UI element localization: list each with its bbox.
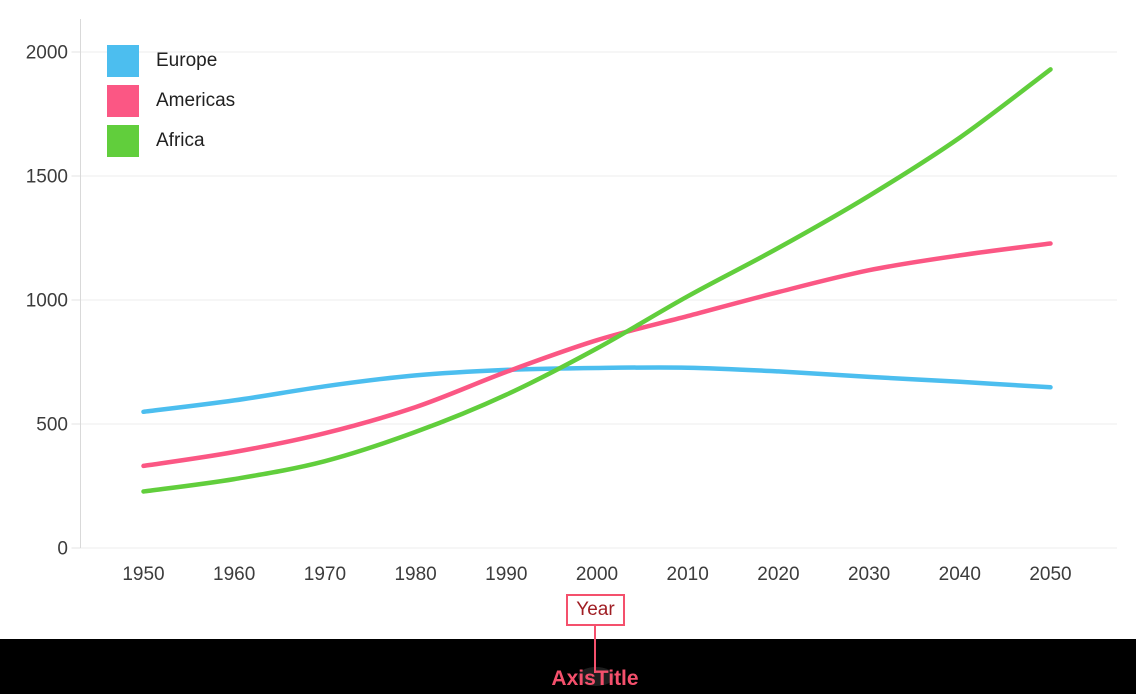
x-tick-label: 1960 — [213, 564, 255, 585]
overlay-node-marker — [578, 667, 614, 686]
legend-swatch-icon — [107, 85, 139, 117]
x-axis-title: Year — [576, 599, 615, 620]
x-tick-label: 2020 — [757, 564, 799, 585]
x-tick-label: 2000 — [576, 564, 618, 585]
y-tick-label: 2000 — [26, 43, 68, 64]
x-tick-label: 1970 — [304, 564, 346, 585]
annotation-connector-line — [594, 626, 596, 673]
x-tick-label: 2030 — [848, 564, 890, 585]
y-tick-label: 0 — [57, 539, 68, 560]
series-line-americas — [141, 241, 1053, 469]
y-tick-label: 1000 — [26, 291, 68, 312]
y-tick-label: 1500 — [26, 167, 68, 188]
series-line-africa — [141, 67, 1053, 494]
accessibility-node-label: AxisTitle — [551, 667, 639, 690]
x-tick-label: 1990 — [485, 564, 527, 585]
x-tick-label: 2050 — [1029, 564, 1071, 585]
y-tick-label: 500 — [36, 415, 68, 436]
x-tick-label: 1980 — [394, 564, 436, 585]
legend-label: Europe — [156, 50, 218, 71]
chart-legend: Europe Americas Africa — [107, 45, 235, 165]
series-line-europe — [141, 365, 1053, 415]
x-tick-label: 2010 — [667, 564, 709, 585]
x-axis-title-highlight-box: Year — [566, 594, 625, 626]
legend-label: Africa — [156, 130, 205, 151]
legend-label: Americas — [156, 90, 236, 111]
legend-item-americas[interactable]: Americas — [107, 85, 235, 117]
x-tick-label: 2040 — [939, 564, 981, 585]
legend-item-europe[interactable]: Europe — [107, 45, 235, 77]
accessibility-overlay-band: AxisTitle — [0, 639, 1136, 694]
x-tick-label: 1950 — [122, 564, 164, 585]
legend-item-africa[interactable]: Africa — [107, 125, 235, 157]
legend-swatch-icon — [107, 45, 139, 77]
legend-swatch-icon — [107, 125, 139, 157]
line-chart: 0 500 1000 1500 2000 1950 1960 1970 1980 1990 2000… — [26, 19, 1117, 585]
